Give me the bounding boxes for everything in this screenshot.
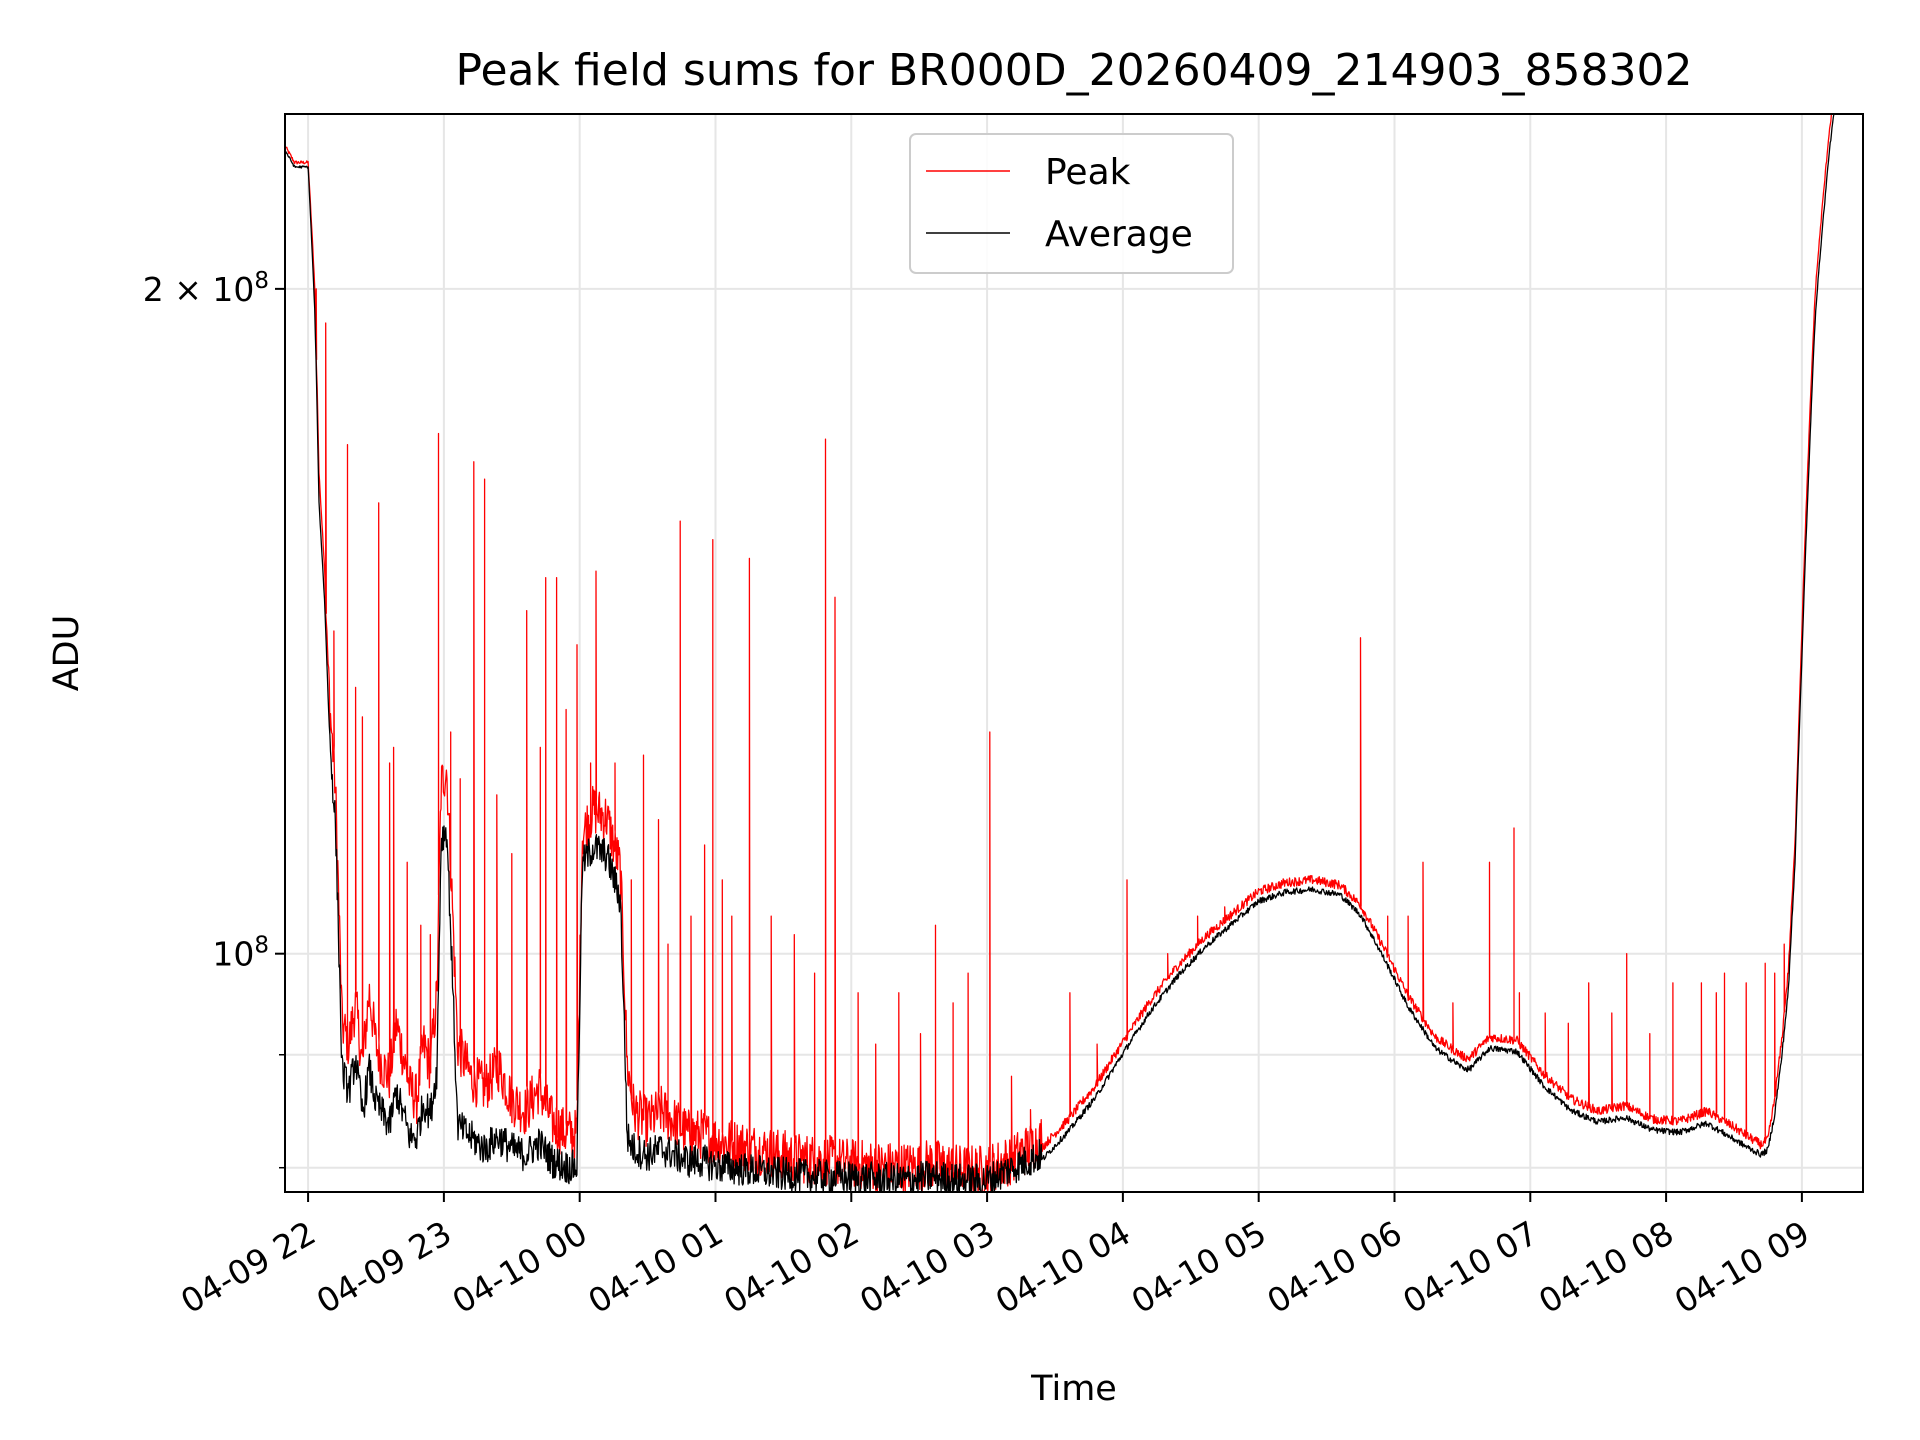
grid: [285, 114, 1863, 1192]
plot-frame: [284, 113, 1864, 1193]
y-tick-label: 2 × 108: [143, 268, 269, 309]
series-line-peak: [285, 114, 1833, 1192]
legend-label-peak: Peak: [1045, 152, 1131, 193]
series-line-average: [285, 114, 1835, 1192]
y-axis: 108 2 × 108: [143, 268, 285, 1169]
legend-box: [909, 133, 1234, 274]
y-tick-label: 108: [212, 933, 269, 974]
y-axis-label: ADU: [47, 615, 87, 692]
x-axis-label: Time: [1030, 1369, 1117, 1409]
legend: Peak Average: [909, 133, 1234, 274]
chart-title: Peak field sums for BR000D_20260409_2149…: [456, 45, 1693, 96]
series-layer: [285, 114, 1835, 1192]
legend-label-average: Average: [1045, 214, 1193, 255]
